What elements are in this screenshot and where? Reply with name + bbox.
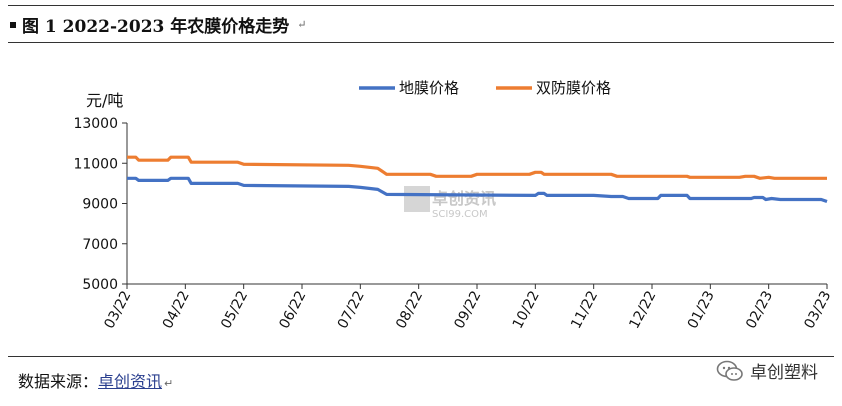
title-bullet	[10, 21, 16, 28]
watermark-sub-text: SCI99.COM	[432, 209, 488, 220]
x-tick-label: 01/23	[685, 288, 718, 331]
x-tick-label: 08/22	[393, 288, 426, 331]
source-prefix: 数据来源：	[18, 372, 99, 391]
y-tick-label: 9000	[82, 197, 118, 213]
x-tick-label: 10/22	[510, 288, 543, 331]
watermark: 卓创资讯 SCI99.COM	[404, 186, 496, 220]
figure-title-row: 图 1 2022-2023 年农膜价格走势 ↵	[10, 12, 307, 37]
legend-label-1: 地膜价格	[399, 79, 459, 97]
legend: 地膜价格 双防膜价格	[359, 79, 611, 97]
figure-title: 图 1 2022-2023 年农膜价格走势	[22, 17, 290, 37]
source-rule	[8, 356, 834, 357]
x-tick-label: 06/22	[276, 288, 309, 331]
series-line-1	[127, 176, 828, 204]
x-tick-label: 03/23	[801, 288, 834, 331]
source-link[interactable]: 卓创资讯	[98, 372, 163, 391]
watermark-main-text: 卓创资讯	[432, 189, 496, 208]
x-axis-ticks: 03/22 04/22 05/22 06/22 07/22 08/22 09/22 10/22…	[101, 284, 835, 332]
data-source: 数据来源：卓创资讯 ↵	[18, 368, 173, 392]
brand-badge: 卓创塑料	[716, 358, 818, 383]
y-axis-unit-label: 元/吨	[86, 91, 123, 110]
y-axis-ticks: 5000 7000 9000 11000 13000	[73, 116, 127, 293]
x-tick-label: 02/23	[743, 288, 776, 331]
x-tick-label: 03/22	[101, 288, 134, 331]
source-paragraph-mark: ↵	[164, 377, 174, 390]
x-tick-label: 07/22	[335, 288, 368, 331]
series-line-2	[127, 155, 827, 180]
wechat-icon	[716, 360, 743, 381]
x-tick-label: 05/22	[218, 288, 251, 331]
y-tick-label: 7000	[82, 237, 118, 253]
legend-label-2: 双防膜价格	[536, 79, 611, 97]
y-tick-label: 11000	[73, 156, 118, 172]
brand-name: 卓创塑料	[750, 363, 818, 383]
y-tick-label: 13000	[73, 116, 118, 132]
y-tick-label: 5000	[82, 277, 118, 293]
series-lines	[127, 155, 828, 204]
x-tick-label: 11/22	[568, 288, 601, 331]
title-rule	[8, 42, 834, 43]
price-trend-chart: 卓创资讯 SCI99.COM 元/吨 地膜价格 双防膜价格 5000 7000 900…	[73, 79, 835, 332]
axes	[126, 123, 827, 285]
top-rule	[8, 5, 834, 6]
paragraph-mark: ↵	[297, 18, 307, 31]
x-tick-label: 12/22	[626, 288, 659, 331]
x-tick-label: 04/22	[160, 288, 193, 331]
x-tick-label: 09/22	[451, 288, 484, 331]
watermark-logo	[404, 186, 430, 212]
